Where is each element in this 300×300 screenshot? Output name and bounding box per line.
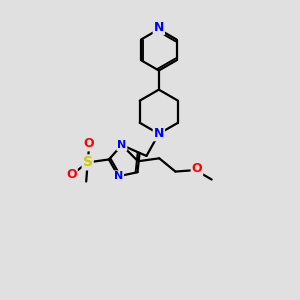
Text: O: O	[192, 162, 202, 175]
Text: N: N	[154, 21, 164, 34]
Text: N: N	[114, 171, 123, 181]
Text: S: S	[83, 155, 93, 170]
Text: N: N	[154, 127, 164, 140]
Text: N: N	[117, 140, 127, 150]
Text: O: O	[84, 137, 94, 150]
Text: O: O	[66, 168, 77, 181]
